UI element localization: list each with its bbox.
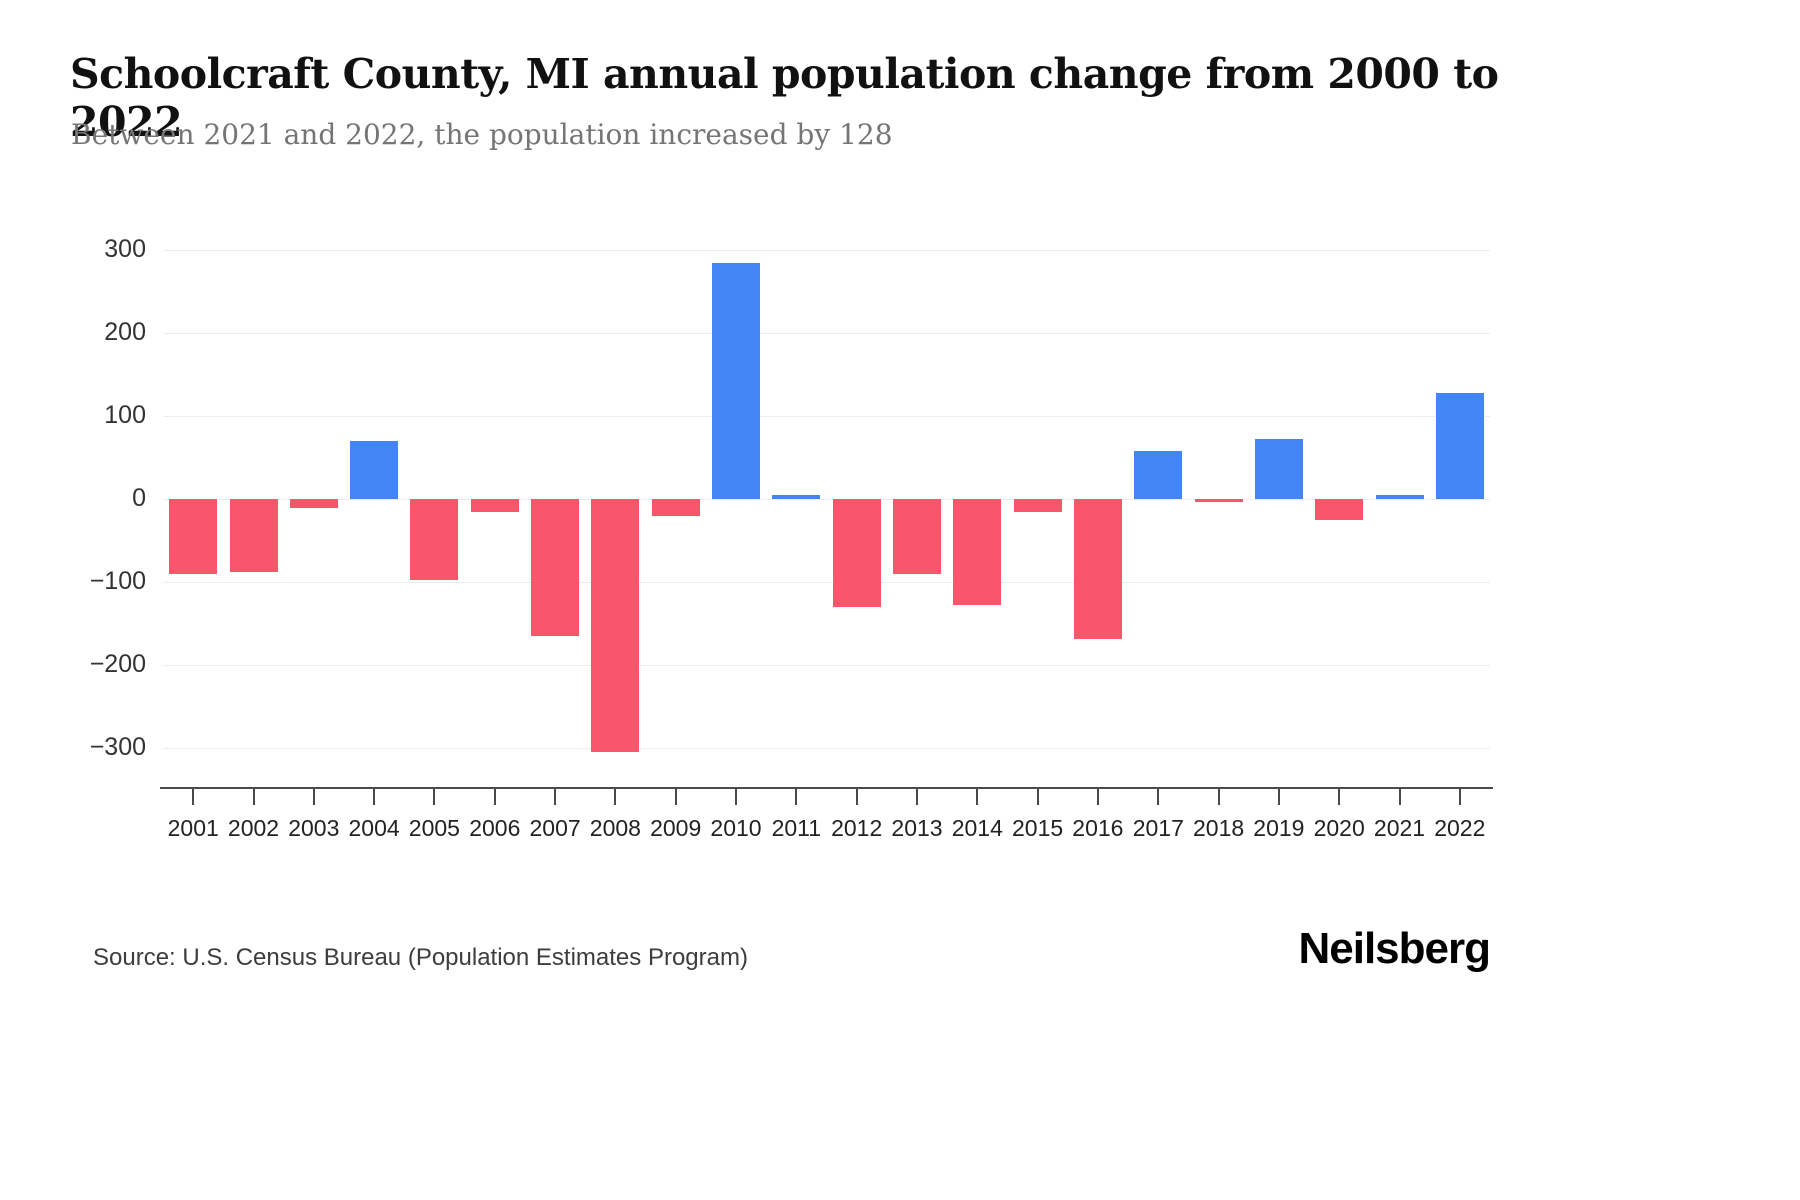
x-axis-label-2008: 2008 [589,815,641,841]
x-axis-tick-2004 [373,789,376,805]
x-axis-label-2013: 2013 [891,815,943,841]
x-axis-label-2005: 2005 [408,815,460,841]
x-axis-label-2003: 2003 [288,815,340,841]
x-axis-tick-2014 [976,789,979,805]
x-axis-label-2016: 2016 [1072,815,1124,841]
bar-2013 [893,499,941,574]
x-axis-tick-2002 [252,789,255,805]
gridline-300 [163,250,1490,252]
x-axis-label-2021: 2021 [1373,815,1426,841]
bar-2010 [712,262,760,500]
bar-2001 [169,499,218,574]
x-axis-tick-2009 [674,789,677,805]
x-axis-label-2012: 2012 [831,815,883,841]
bar-2022 [1435,393,1484,500]
bar-2020 [1315,499,1364,521]
y-axis-label-300: 300 [104,235,146,264]
x-axis-tick-2010 [735,789,737,805]
x-axis-tick-2021 [1398,789,1401,805]
page-title: Schoolcraft County, MI annual population… [70,50,1499,146]
x-axis-label-2018: 2018 [1193,815,1245,841]
gridline-0 [163,499,1490,501]
x-axis-tick-2017 [1157,789,1160,805]
y-axis-label--200: −200 [89,650,146,679]
x-axis-tick-2005 [433,789,436,805]
x-axis-label-2010: 2010 [710,815,762,841]
bar-2002 [229,499,278,573]
x-axis-label-2022: 2022 [1434,815,1486,841]
y-axis-label--100: −100 [89,567,146,596]
bar-2008 [591,499,640,753]
brand-logo: Neilsberg [1298,924,1491,973]
y-axis-label-200: 200 [104,318,146,347]
bar-2007 [531,499,580,637]
y-axis-label-100: 100 [104,401,146,430]
x-axis-tick-2011 [795,789,798,805]
gridline--200 [163,665,1490,667]
x-axis-label-2020: 2020 [1313,815,1365,841]
x-axis-label-2019: 2019 [1253,815,1305,841]
x-axis-label-2007: 2007 [529,815,581,841]
x-axis-line [160,787,1493,789]
bar-2011 [772,495,821,500]
y-axis-label-0: 0 [132,484,146,513]
bar-2005 [410,499,459,580]
x-axis-label-2017: 2017 [1132,815,1184,841]
bar-2019 [1254,438,1303,500]
x-axis-tick-2015 [1036,789,1039,805]
gridline-100 [163,416,1490,418]
x-axis-tick-2007 [554,789,557,805]
x-axis-tick-2022 [1458,789,1461,805]
x-axis-tick-2001 [192,789,195,805]
x-axis-tick-2003 [312,789,315,805]
bar-2021 [1375,495,1424,500]
bar-2015 [1013,499,1062,512]
x-axis-label-2015: 2015 [1012,815,1064,841]
gridline--100 [163,582,1490,584]
x-axis-label-2009: 2009 [650,815,702,841]
bar-2006 [470,499,519,512]
x-axis-tick-2008 [614,789,617,805]
x-axis-tick-2012 [855,789,858,805]
x-axis-tick-2018 [1217,789,1220,805]
bar-chart-plot-area: 300 200 100 0 −100 −200 −300 2001 2002 2003 2004 20… [90,235,1493,841]
bar-2017 [1134,451,1183,500]
x-axis-tick-2016 [1096,789,1099,805]
x-axis-tick-2019 [1277,789,1280,805]
x-axis-tick-2013 [916,789,918,805]
bar-2003 [289,499,338,508]
gridline-200 [163,333,1490,335]
y-axis-label--300: −300 [89,733,146,762]
bar-2016 [1073,499,1122,639]
x-axis-label-2001: 2001 [167,815,219,841]
page-subtitle: Between 2021 and 2022, the population in… [71,118,893,151]
x-axis-label-2002: 2002 [227,815,280,841]
source-note: Source: U.S. Census Bureau (Population E… [93,944,748,971]
x-axis-label-2004: 2004 [348,815,400,841]
bar-2018 [1194,499,1243,502]
x-axis-label-2006: 2006 [469,815,521,841]
bar-2009 [651,499,700,516]
bar-2014 [953,499,1002,606]
x-axis-label-2011: 2011 [771,815,822,841]
x-axis-tick-2006 [493,789,496,805]
bar-2004 [350,441,399,500]
bar-2012 [832,499,881,608]
x-axis-label-2014: 2014 [951,815,1003,841]
gridline--300 [163,748,1490,750]
x-axis-tick-2020 [1338,789,1341,805]
